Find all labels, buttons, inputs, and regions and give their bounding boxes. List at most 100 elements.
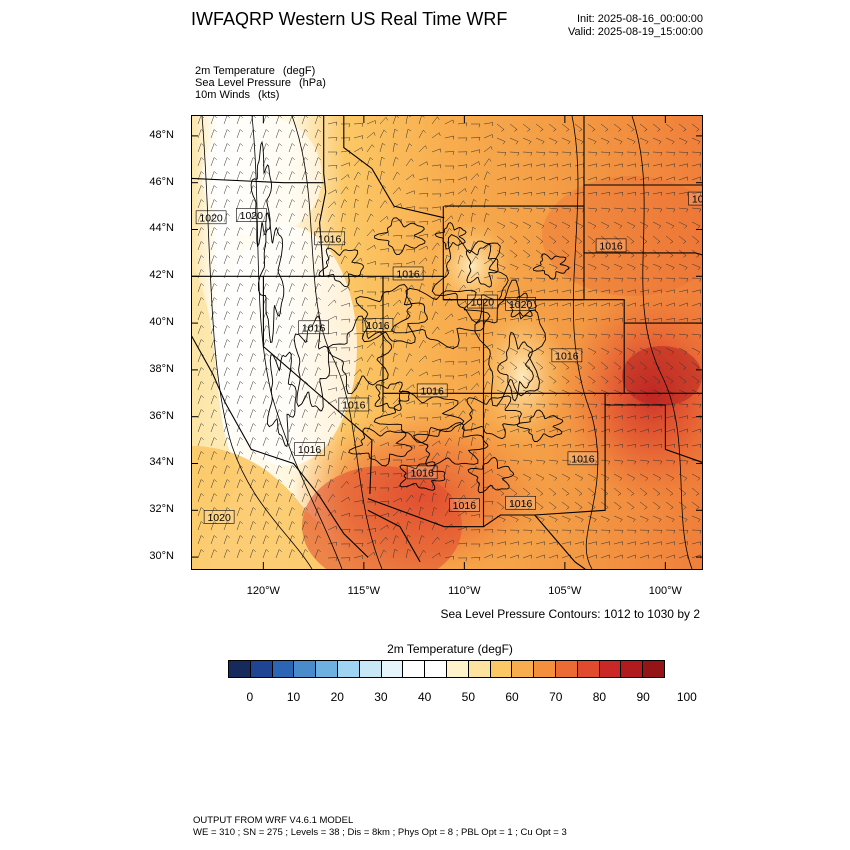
- wind-barbs: [197, 116, 702, 562]
- lat-tick-label: 34°N: [149, 456, 174, 469]
- lat-tick-label: 38°N: [149, 362, 174, 375]
- pressure-contour: [516, 409, 564, 442]
- state-border: [383, 299, 485, 394]
- colorbar-cell: [446, 661, 469, 677]
- colorbar-title: 2m Temperature (degF): [387, 642, 513, 656]
- pressure-contour: [434, 222, 467, 250]
- pressure-label: 1016: [595, 238, 627, 252]
- footer-config: WE = 310 ; SN = 275 ; Levels = 38 ; Dis …: [193, 827, 567, 838]
- field-name: Sea Level Pressure: [195, 77, 291, 89]
- pressure-label: 1020: [505, 297, 536, 311]
- pressure-label: 1016: [688, 191, 702, 206]
- lat-tick-label: 48°N: [149, 128, 174, 141]
- colorbar-cell: [229, 661, 251, 677]
- colorbar-cell: [534, 661, 556, 677]
- field-unit: (kts): [258, 89, 280, 101]
- colorbar-tick-label: 40: [417, 690, 432, 704]
- svg-text:1016: 1016: [298, 444, 322, 456]
- pressure-contour: [348, 427, 413, 467]
- pressure-contour: [390, 287, 491, 349]
- colorbar-cell: [621, 661, 644, 677]
- footer-model: OUTPUT FROM WRF V4.6.1 MODEL: [193, 815, 354, 826]
- pressure-labels: 1020 1020 1016 1016 1020 1020 1016 1016 1016 1016…: [195, 191, 702, 524]
- pressure-contour: [506, 292, 537, 318]
- colorbar-tick-label: 20: [330, 690, 344, 704]
- map-panel: 1020 1020 1016 1016 1020 1020 1016 1016 1016 1016…: [191, 115, 703, 570]
- field-name: 2m Temperature: [195, 65, 275, 77]
- temperature-fill: [192, 116, 702, 569]
- colorbar-cell: [403, 661, 426, 677]
- svg-text:1020: 1020: [199, 212, 223, 224]
- colorbar-cell: [468, 661, 491, 677]
- pressure-contour: [201, 116, 693, 569]
- svg-text:1016: 1016: [366, 320, 390, 332]
- pressure-label: 1016: [567, 451, 599, 465]
- pressure-contour: [327, 315, 393, 395]
- svg-text:1016: 1016: [599, 240, 623, 252]
- pressure-label: 1016: [338, 397, 370, 411]
- svg-text:1016: 1016: [421, 385, 445, 397]
- colorbar-cell: [381, 661, 404, 677]
- state-border: [319, 116, 327, 277]
- pressure-contour: [413, 422, 489, 467]
- field-label-winds: 10m Winds (kts): [195, 89, 279, 101]
- state-border: [584, 252, 702, 256]
- state-border: [262, 276, 373, 494]
- pressure-label: 1016: [392, 266, 424, 280]
- pressure-contour: [461, 395, 523, 440]
- svg-text:1020: 1020: [240, 210, 264, 222]
- svg-text:1016: 1016: [555, 350, 579, 362]
- pressure-contour: [474, 279, 546, 407]
- state-border: [605, 404, 702, 463]
- chart-title: IWFAQRP Western US Real Time WRF: [191, 9, 508, 29]
- wind-barb-field: [197, 116, 702, 562]
- pressure-label: 1016: [362, 318, 394, 332]
- pressure-label: 1016: [406, 465, 438, 479]
- pressure-contour: [373, 390, 465, 444]
- pressure-label: 1020: [195, 210, 227, 224]
- svg-text:1020: 1020: [207, 512, 231, 524]
- colorbar-tick-label: 50: [461, 690, 476, 704]
- colorbar-cell: [577, 661, 600, 677]
- lon-tick-label: 110°W: [448, 585, 481, 597]
- colorbar-tick-label: 100: [676, 690, 697, 704]
- pressure-label: 1016: [416, 383, 448, 397]
- pressure-label: 1016: [449, 498, 480, 512]
- valid-time: Valid: 2025-08-19_15:00:00: [568, 26, 703, 38]
- pressure-label: 1020: [203, 510, 235, 524]
- lat-tick-label: 42°N: [149, 269, 174, 282]
- pressure-contour: [399, 461, 446, 491]
- pressure-label: 1020: [467, 294, 498, 309]
- pressure-label: 1016: [294, 442, 325, 456]
- lat-tick-label: 32°N: [149, 503, 174, 516]
- state-borders: [192, 116, 702, 569]
- colorbar-cell: [599, 661, 622, 677]
- svg-text:1016: 1016: [571, 453, 595, 465]
- lat-tick-label: 44°N: [149, 222, 174, 235]
- lon-tick-label: 120°W: [246, 585, 280, 597]
- pressure-label: 1016: [314, 231, 345, 245]
- colorbar-tick-label: 90: [636, 690, 650, 704]
- colorbar-tick-label: 60: [505, 690, 519, 704]
- pressure-contour: [497, 331, 534, 402]
- svg-text:1016: 1016: [509, 498, 533, 510]
- svg-text:1016: 1016: [342, 399, 366, 411]
- pressure-label: 1016: [551, 348, 583, 362]
- colorbar-cell: [425, 661, 447, 677]
- pressure-label: 1016: [505, 495, 536, 510]
- pressure-label: 1020: [235, 208, 267, 222]
- colorbar-cell: [555, 661, 578, 677]
- state-border: [367, 509, 421, 563]
- colorbar-cell: [490, 661, 513, 677]
- lon-tick-label: 100°W: [648, 585, 682, 597]
- contour-note: Sea Level Pressure Contours: 1012 to 103…: [440, 607, 701, 621]
- state-border: [483, 299, 625, 394]
- colorbar-cell: [250, 661, 273, 677]
- pressure-contour: [374, 381, 410, 411]
- colorbar-cell: [337, 661, 360, 677]
- map-canvas: 1020 1020 1016 1016 1020 1020 1016 1016 1016 1016…: [192, 116, 702, 569]
- colorbar-tick-label: 10: [286, 690, 301, 704]
- colorbar-tick-label: 0: [246, 690, 254, 704]
- svg-text:1016: 1016: [692, 194, 702, 206]
- colorbar-cell: [316, 661, 338, 677]
